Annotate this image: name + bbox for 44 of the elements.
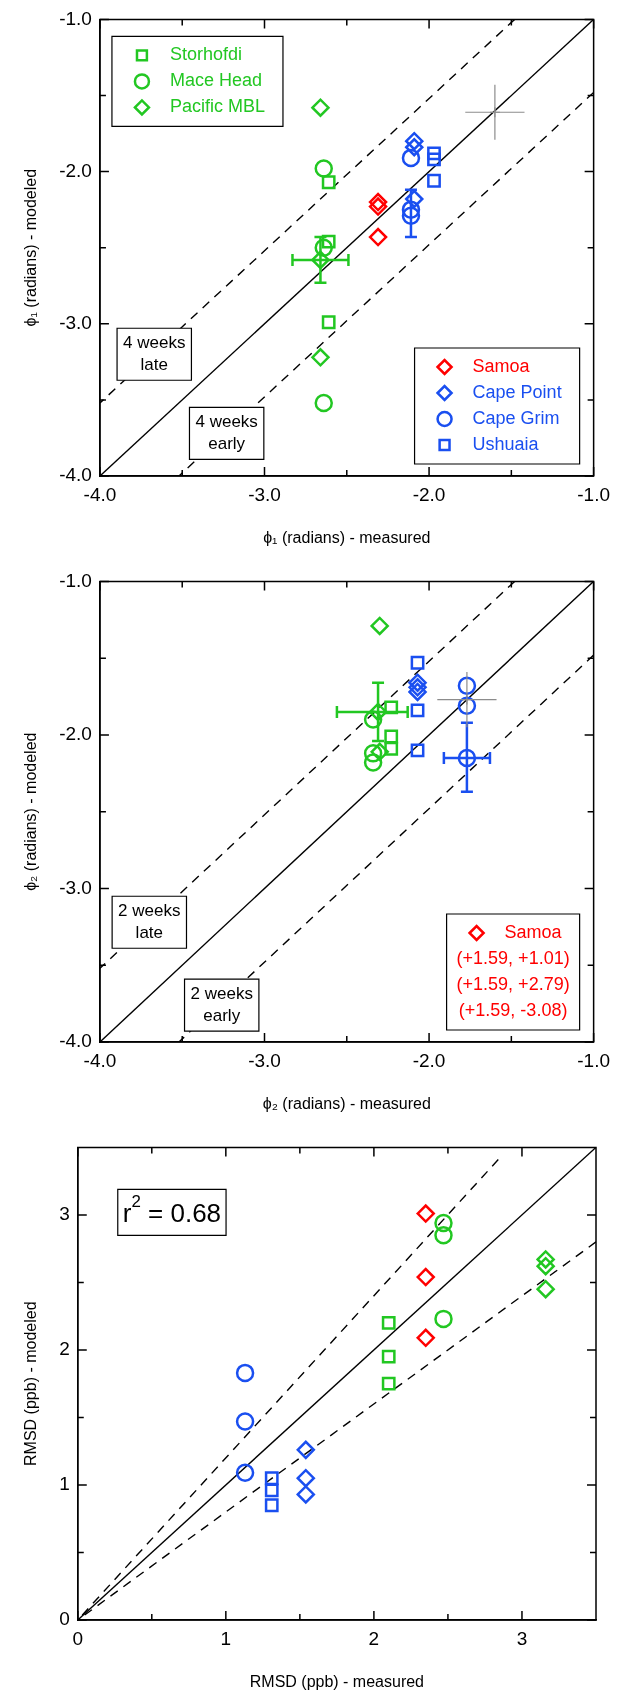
y-tick-label: -3.0 — [59, 312, 92, 334]
annotation: (+1.59, -3.08) — [458, 999, 568, 1020]
x-tick-label: 1 — [220, 1627, 232, 1649]
y-tick-label: 1 — [59, 1473, 70, 1495]
annotation: 4 weeks early — [195, 412, 258, 454]
y-axis-title: ϕ₂ (radians) - modeled — [22, 732, 40, 891]
legend-label: Samoa — [504, 921, 563, 942]
legend-label: Cape Point — [472, 381, 562, 402]
y-tick-label: 0 — [59, 1608, 70, 1630]
x-tick-label: -1.0 — [577, 483, 611, 505]
y-tick-label: -4.0 — [59, 1030, 92, 1052]
annotation: 2 weeks early — [190, 983, 253, 1025]
legend-label: Samoa — [472, 355, 531, 376]
annotation: (+1.59, +1.01) — [456, 947, 570, 968]
y-tick-label: -1.0 — [59, 7, 92, 29]
y-tick-label: -1.0 — [59, 569, 92, 591]
x-tick-label: -1.0 — [577, 1049, 611, 1071]
x-tick-label: -4.0 — [83, 483, 117, 505]
y-axis-title: ϕ₁ (radians) - modeled — [22, 168, 40, 327]
legend-label: Mace Head — [169, 70, 262, 91]
y-tick-label: -2.0 — [59, 723, 92, 745]
annotation: 4 weeks late — [123, 332, 186, 374]
y-tick-label: 3 — [59, 1203, 70, 1225]
x-tick-label: -2.0 — [412, 1049, 446, 1071]
y-tick-label: 2 — [59, 1338, 70, 1360]
x-tick-label: -3.0 — [248, 1049, 281, 1071]
x-axis-title: RMSD (ppb) - measured — [249, 1672, 425, 1690]
legend-label: Cape Grim — [472, 407, 560, 428]
x-axis-title: ϕ₁ (radians) - measured — [263, 528, 431, 546]
x-tick-label: -3.0 — [248, 483, 281, 505]
legend-label: Ushuaia — [472, 433, 540, 454]
y-tick-label: -2.0 — [59, 159, 92, 181]
x-axis-title: ϕ₂ (radians) - measured — [262, 1094, 431, 1112]
legend-label: Storhofdi — [169, 44, 242, 65]
annotation: 2 weeks late — [118, 900, 181, 942]
y-tick-label: -4.0 — [59, 464, 92, 486]
legend-label: Pacific MBL — [169, 96, 265, 117]
x-tick-label: -4.0 — [83, 1049, 117, 1071]
y-tick-label: -3.0 — [59, 876, 92, 898]
y-axis-title: RMSD (ppb) - modeled — [22, 1301, 40, 1466]
x-tick-label: 3 — [516, 1627, 528, 1649]
x-tick-label: -2.0 — [412, 483, 446, 505]
annotation: (+1.59, +2.79) — [456, 973, 570, 994]
x-tick-label: 2 — [368, 1627, 380, 1649]
